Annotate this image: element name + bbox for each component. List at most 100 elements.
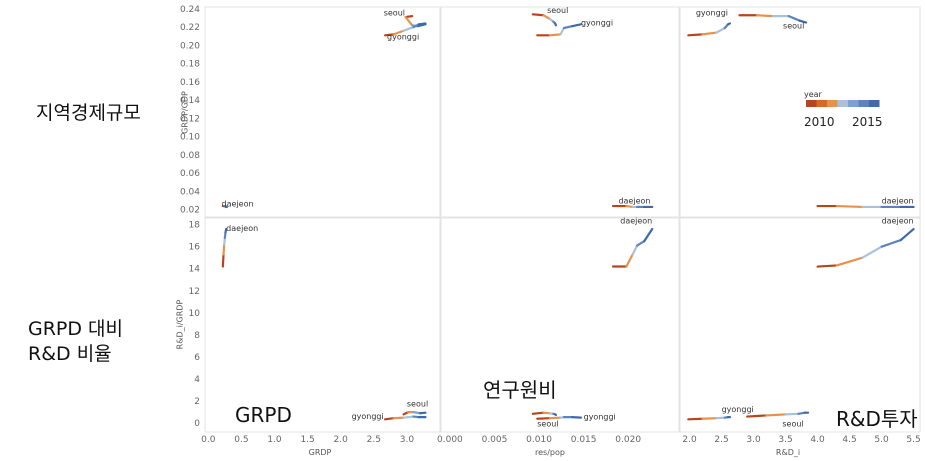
x-tick-label: 0.015 (571, 435, 597, 445)
y-tick-label: 0.16 (180, 78, 200, 88)
x-tick-label: 2.5 (367, 435, 381, 445)
series-segment-gyonggi (548, 416, 562, 420)
series-segment-gyonggi (715, 26, 726, 34)
y-tick-label: 0.06 (180, 169, 200, 179)
x-tick-label: 3.0 (400, 435, 415, 445)
series-segment-daejeon (636, 240, 646, 247)
series-segment-seoul (404, 15, 414, 27)
y-tick-label: 14 (189, 265, 201, 275)
series-segment-gyonggi (383, 417, 395, 421)
y-tick-label: 0.18 (180, 60, 200, 70)
series-segment-seoul (746, 414, 768, 418)
legend-swatch (837, 100, 848, 107)
legend-swatch (848, 100, 859, 107)
series-segment-gyonggi (701, 31, 718, 36)
series-label-gyonggi: gyonggi (696, 9, 728, 18)
series-segment-seoul (755, 14, 774, 18)
x-tick-label: 1.5 (300, 435, 314, 445)
legend-start-label: 2010 (804, 115, 835, 129)
series-segment-gyonggi (402, 415, 415, 419)
col-label-grpd: GRPD (235, 403, 292, 427)
y-axis-title-row2: R&D_i/GRDP (175, 299, 185, 350)
x-tick-label: 3.5 (778, 435, 792, 445)
row-label-rd-ratio-2: R&D 비율 (28, 343, 112, 365)
col-label-researcher-cost: 연구원비 (483, 378, 557, 402)
series-segment-seoul (798, 19, 808, 24)
series-segment-seoul (412, 411, 422, 415)
series-label-daejeon: daejeon (882, 217, 914, 226)
x-tick-label: 2.5 (714, 435, 728, 445)
y-tick-label: 0 (194, 419, 200, 429)
series-segment-daejeon (224, 227, 228, 234)
series-segment-gyonggi (715, 416, 726, 420)
series-label-gyonggi: gyonggi (584, 412, 616, 421)
series-label-daejeon: daejeon (618, 196, 650, 205)
series-label-daejeon: daejeon (882, 196, 914, 205)
x-axis-title-col3: R&D_i (775, 448, 801, 457)
y-tick-label: 0.22 (180, 23, 200, 33)
series-segment-seoul (542, 14, 551, 20)
series-segment-seoul (531, 13, 545, 17)
series-segment-daejeon (643, 227, 654, 243)
series-segment-gyonggi (559, 26, 566, 36)
series-segment-gyonggi (687, 33, 704, 37)
series-label-seoul: seoul (407, 400, 428, 409)
series-segment-gyonggi (687, 417, 704, 421)
col-label-rd-investment: R&D투자 (836, 407, 918, 431)
series-label-gyonggi: gyonggi (722, 405, 754, 414)
series-segment-gyonggi (417, 22, 427, 26)
y-tick-label: 18 (189, 221, 201, 231)
y-tick-label: 0.08 (180, 151, 200, 161)
x-axis-title-col2: res/pop (535, 448, 565, 457)
series-segment-gyonggi (536, 417, 551, 420)
legend-swatch (816, 100, 827, 107)
x-tick-label: 0.000 (437, 435, 463, 445)
series-segment-seoul (787, 15, 801, 22)
series-segment-gyonggi (701, 417, 718, 420)
x-tick-label: 4.0 (810, 435, 825, 445)
y-axis-title-row1: GRDP/GDP (180, 91, 190, 134)
series-segment-gyonggi (562, 25, 574, 30)
legend-swatch (858, 100, 869, 107)
series-segment-gyonggi (570, 23, 583, 28)
panel-frame (440, 6, 680, 218)
y-tick-label: 0.14 (180, 96, 200, 106)
panel-frame (204, 6, 441, 218)
legend-swatch (827, 100, 838, 107)
x-tick-label: 5.5 (906, 435, 920, 445)
series-segment-gyonggi (392, 416, 405, 420)
y-tick-label: 10 (189, 309, 201, 319)
series-label-daejeon: daejeon (226, 224, 258, 233)
series-label-daejeon: daejeon (222, 200, 254, 209)
legend-swatch (869, 100, 880, 107)
x-tick-label: 5.0 (874, 435, 889, 445)
series-segment-gyonggi (383, 33, 395, 37)
series-segment-seoul (784, 412, 800, 416)
y-tick-label: 6 (194, 353, 200, 363)
x-tick-label: 0.020 (615, 435, 641, 445)
y-tick-label: 0.10 (180, 133, 200, 143)
y-tick-label: 4 (194, 375, 200, 385)
series-segment-daejeon (816, 264, 838, 268)
series-label-gyonggi: gyonggi (581, 18, 613, 27)
row-label-economy: 지역경제규모 (36, 102, 141, 124)
series-segment-seoul (765, 413, 787, 417)
series-segment-daejeon (835, 256, 864, 267)
x-tick-label: 0.0 (201, 435, 216, 445)
series-segment-gyonggi (570, 416, 583, 419)
series-segment-daejeon (861, 245, 883, 259)
series-segment-gyonggi (392, 29, 405, 36)
series-segment-seoul (419, 411, 427, 415)
series-segment-daejeon (221, 253, 225, 268)
series-segment-seoul (553, 413, 558, 417)
x-tick-label: 2.0 (682, 435, 697, 445)
panel-frame (679, 217, 921, 433)
series-segment-daejeon (631, 244, 639, 256)
series-label-seoul: seoul (782, 419, 803, 428)
series-segment-daejeon (880, 238, 902, 248)
x-tick-label: 0.010 (526, 435, 552, 445)
series-segment-seoul (553, 22, 558, 27)
series-label-seoul: seoul (384, 9, 405, 18)
y-tick-label: 8 (194, 331, 200, 341)
x-axis-title-col1: GRDP (308, 448, 332, 457)
